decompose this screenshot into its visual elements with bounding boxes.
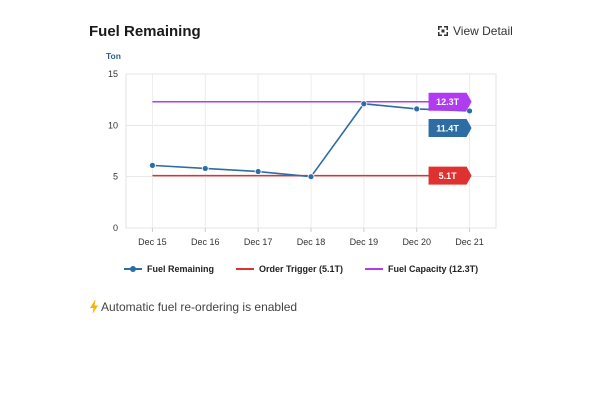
data-point bbox=[360, 100, 368, 108]
annotation-flag bbox=[428, 166, 472, 185]
data-point bbox=[466, 107, 473, 115]
x-tick-label: Dec 15 bbox=[138, 237, 167, 247]
legend-swatch bbox=[365, 268, 384, 270]
annotation-label: 11.4T bbox=[436, 123, 459, 133]
x-tick-label: Dec 18 bbox=[297, 237, 326, 247]
card-title: Fuel Remaining bbox=[89, 23, 201, 40]
legend-label: Fuel Remaining bbox=[147, 264, 215, 274]
data-point bbox=[149, 161, 156, 169]
chart-legend: Fuel Remaining Order Trigger (5.1T) Fuel C… bbox=[124, 264, 478, 274]
y-axis-label: Ton bbox=[106, 51, 121, 61]
annotation-label: 5.1T bbox=[439, 171, 458, 181]
legend-swatch bbox=[236, 268, 255, 270]
y-tick-label: 0 bbox=[113, 223, 118, 233]
y-tick-label: 10 bbox=[108, 120, 118, 130]
legend-item[interactable]: Fuel Capacity (12.3T) bbox=[365, 264, 478, 274]
y-tick-label: 5 bbox=[113, 172, 118, 182]
x-tick-label: Dec 19 bbox=[350, 237, 379, 247]
legend-label: Fuel Capacity (12.3T) bbox=[388, 264, 479, 274]
legend-marker-dot bbox=[130, 266, 136, 272]
annotation-label: 12.3T bbox=[436, 97, 460, 107]
x-tick-label: Dec 16 bbox=[191, 237, 220, 247]
status-message: Automatic fuel re-ordering is enabled bbox=[89, 300, 297, 314]
expand-icon bbox=[438, 26, 448, 36]
view-detail-label: View Detail bbox=[453, 24, 513, 38]
data-point bbox=[307, 173, 315, 181]
y-tick-label: 15 bbox=[108, 69, 118, 79]
data-point bbox=[201, 165, 209, 172]
legend-swatch bbox=[124, 266, 142, 272]
x-tick-label: Dec 17 bbox=[244, 237, 273, 247]
x-tick-label: Dec 21 bbox=[455, 237, 484, 247]
fuel-chart: 0 5 10 15 Dec 15 Dec 16 Dec 17 Dec 18 Dec 19 Dec … bbox=[106, 51, 497, 247]
view-detail-button[interactable]: View Detail bbox=[438, 24, 513, 38]
lightning-bolt-icon bbox=[90, 300, 98, 314]
annotation-flag bbox=[428, 118, 472, 137]
legend-label: Order Trigger (5.1T) bbox=[259, 264, 344, 274]
annotation-flag bbox=[428, 92, 472, 111]
legend-item[interactable]: Order Trigger (5.1T) bbox=[236, 264, 343, 274]
status-text: Automatic fuel re-ordering is enabled bbox=[101, 300, 298, 314]
data-point bbox=[413, 105, 421, 113]
data-point bbox=[254, 168, 262, 175]
legend-item[interactable]: Fuel Remaining bbox=[124, 264, 214, 274]
x-tick-label: Dec 20 bbox=[402, 237, 431, 247]
